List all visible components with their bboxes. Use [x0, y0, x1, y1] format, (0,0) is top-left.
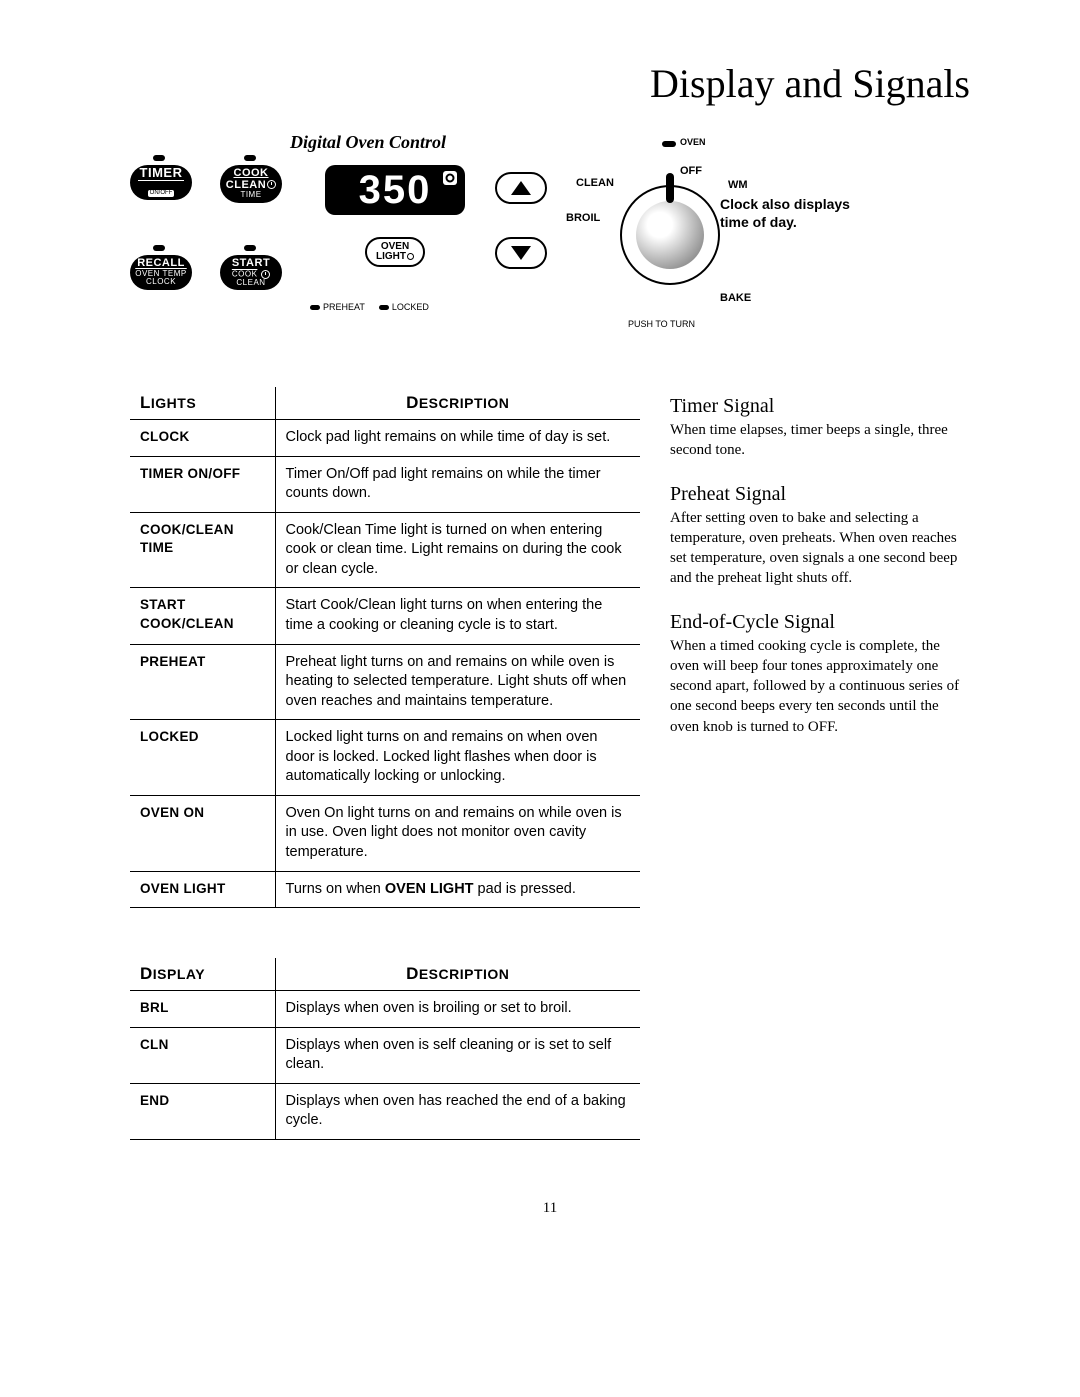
start-sub2: CLEAN	[220, 279, 282, 287]
row-key: CLOCK	[130, 420, 275, 457]
table-row: BRLDisplays when oven is broiling or set…	[130, 991, 640, 1028]
row-key: OVEN LIGHT	[130, 871, 275, 908]
preheat-indicator-label: PREHEAT	[323, 302, 365, 312]
table-row: OVEN ONOven On light turns on and remain…	[130, 795, 640, 871]
row-val: Clock pad light remains on while time of…	[275, 420, 640, 457]
lights-table: LIGHTS DESCRIPTION CLOCKClock pad light …	[130, 387, 640, 908]
timer-signal-text: When time elapses, timer beeps a single,…	[670, 420, 970, 461]
down-triangle-icon	[511, 246, 531, 260]
preheat-signal-text: After setting oven to bake and selecting…	[670, 508, 970, 589]
content-columns: LIGHTS DESCRIPTION CLOCKClock pad light …	[130, 387, 970, 1140]
row-key: COOK/CLEAN TIME	[130, 512, 275, 588]
description-header: DESCRIPTION	[275, 958, 640, 991]
knob-label-bake: BAKE	[720, 292, 751, 304]
page-number: 11	[130, 1200, 970, 1217]
up-arrow-button[interactable]	[495, 172, 547, 204]
indicator-dot	[153, 155, 165, 161]
preheat-signal-heading: Preheat Signal	[670, 483, 970, 506]
row-val: Locked light turns on and remains on whe…	[275, 720, 640, 796]
indicator-dot	[244, 245, 256, 251]
knob-dial[interactable]	[636, 201, 704, 269]
row-key: CLN	[130, 1027, 275, 1083]
indicator-row: PREHEAT LOCKED	[310, 302, 429, 312]
display-value: 350	[359, 168, 432, 213]
clock-note: Clock also displays time of day.	[720, 195, 860, 231]
clock-icon	[261, 270, 270, 279]
lights-header: LIGHTS	[130, 387, 275, 420]
left-column: LIGHTS DESCRIPTION CLOCKClock pad light …	[130, 387, 640, 1140]
knob-pointer-icon	[666, 173, 674, 203]
row-val: Timer On/Off pad light remains on while …	[275, 456, 640, 512]
page-title: Display and Signals	[130, 60, 970, 107]
timer-label: TIMER	[130, 166, 192, 180]
temperature-display: 350	[325, 165, 465, 215]
table-row: TIMER ON/OFFTimer On/Off pad light remai…	[130, 456, 640, 512]
row-key: BRL	[130, 991, 275, 1028]
cook-clean-button[interactable]: COOK CLEAN TIME	[220, 165, 282, 203]
eoc-signal-text: When a timed cooking cycle is complete, …	[670, 636, 970, 737]
knob-label-clean: CLEAN	[576, 177, 614, 189]
indicator-dot	[244, 155, 256, 161]
recall-button[interactable]: RECALL OVEN TEMP CLOCK	[130, 255, 192, 290]
table-row: OVEN LIGHTTurns on when OVEN LIGHT pad i…	[130, 871, 640, 908]
row-val: Turns on when OVEN LIGHT pad is pressed.	[275, 871, 640, 908]
down-arrow-button[interactable]	[495, 237, 547, 269]
knob-label-push: PUSH TO TURN	[628, 319, 695, 329]
bulb-icon	[407, 253, 414, 260]
row-val: Displays when oven is self cleaning or i…	[275, 1027, 640, 1083]
row-val: Oven On light turns on and remains on wh…	[275, 795, 640, 871]
row-key: TIMER ON/OFF	[130, 456, 275, 512]
table-row: LOCKEDLocked light turns on and remains …	[130, 720, 640, 796]
knob-label-off: OFF	[680, 165, 702, 177]
row-key: END	[130, 1083, 275, 1139]
start-button[interactable]: START COOK CLEAN	[220, 255, 282, 290]
indicator-dot	[379, 305, 389, 310]
table-row: CLOCKClock pad light remains on while ti…	[130, 420, 640, 457]
table-row: CLNDisplays when oven is self cleaning o…	[130, 1027, 640, 1083]
row-val: Start Cook/Clean light turns on when ent…	[275, 588, 640, 644]
timer-button[interactable]: TIMER ON/OFF	[130, 165, 192, 200]
indicator-dot	[153, 245, 165, 251]
page: Display and Signals Digital Oven Control…	[0, 0, 1080, 1257]
row-key: START COOK/CLEAN	[130, 588, 275, 644]
eoc-signal-heading: End-of-Cycle Signal	[670, 611, 970, 634]
row-key: OVEN ON	[130, 795, 275, 871]
control-panel: Digital Oven Control TIMER ON/OFF COOK C…	[130, 127, 970, 357]
recall-sub2: CLOCK	[130, 278, 192, 286]
indicator-dot	[310, 305, 320, 310]
clock-icon	[267, 180, 276, 189]
right-column: Timer Signal When time elapses, timer be…	[670, 387, 970, 1140]
timer-signal-heading: Timer Signal	[670, 395, 970, 418]
panel-label: Digital Oven Control	[290, 132, 446, 153]
table-row: COOK/CLEAN TIMECook/Clean Time light is …	[130, 512, 640, 588]
cook-sublabel: TIME	[220, 191, 282, 199]
display-header: DISPLAY	[130, 958, 275, 991]
row-val: Displays when oven has reached the end o…	[275, 1083, 640, 1139]
knob-label-oven: OVEN	[680, 137, 706, 147]
knob-label-wm: WM	[728, 179, 748, 191]
degree-icon	[443, 171, 457, 190]
row-val: Displays when oven is broiling or set to…	[275, 991, 640, 1028]
row-key: PREHEAT	[130, 644, 275, 720]
start-label: START	[220, 258, 282, 270]
display-table: DISPLAY DESCRIPTION BRLDisplays when ove…	[130, 958, 640, 1140]
description-header: DESCRIPTION	[275, 387, 640, 420]
ovenlight-l2: LIGHT	[369, 252, 421, 262]
timer-sublabel: ON/OFF	[148, 190, 175, 196]
locked-indicator-label: LOCKED	[392, 302, 429, 312]
row-val: Preheat light turns on and remains on wh…	[275, 644, 640, 720]
table-row: START COOK/CLEANStart Cook/Clean light t…	[130, 588, 640, 644]
knob-label-broil: BROIL	[566, 212, 600, 224]
table-row: ENDDisplays when oven has reached the en…	[130, 1083, 640, 1139]
up-triangle-icon	[511, 181, 531, 195]
row-key: LOCKED	[130, 720, 275, 796]
knob-area: OVEN OFF CLEAN WM BROIL BAKE PUSH TO TUR…	[580, 137, 780, 337]
row-val: Cook/Clean Time light is turned on when …	[275, 512, 640, 588]
table-row: PREHEATPreheat light turns on and remain…	[130, 644, 640, 720]
oven-light-button[interactable]: OVEN LIGHT	[365, 237, 425, 267]
indicator-dot	[662, 141, 676, 147]
